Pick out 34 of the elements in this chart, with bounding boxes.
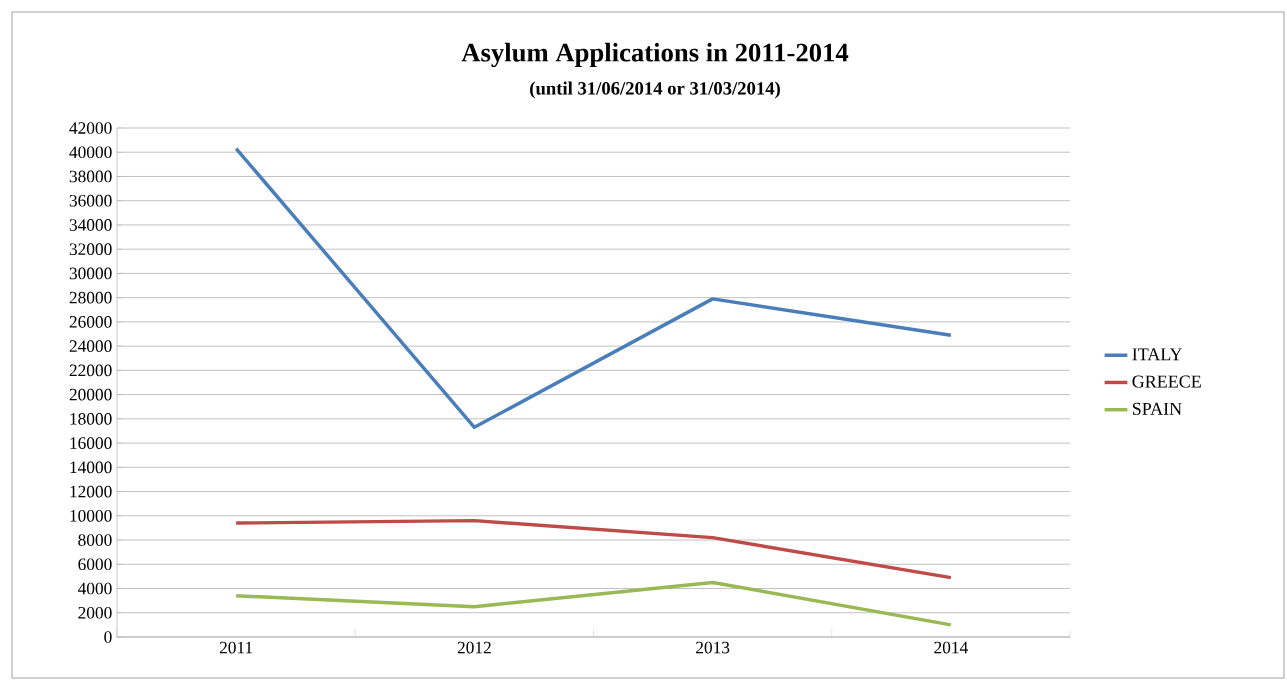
legend-label: ITALY [1132, 348, 1183, 361]
y-tick-label: 34000 [69, 219, 112, 231]
y-tick-label: 24000 [69, 340, 112, 352]
y-tick-label: 38000 [69, 170, 112, 183]
y-tick-label: 42000 [69, 122, 112, 134]
chart-title: Asylum Applications in 2011-2014 [461, 42, 849, 68]
y-tick-label: 0 [104, 631, 112, 643]
legend-label: GREECE [1132, 375, 1201, 388]
x-tick-label: 2014 [934, 641, 968, 654]
y-tick-label: 28000 [69, 291, 112, 304]
y-tick-label: 16000 [70, 437, 112, 449]
y-tick-label: 14000 [70, 461, 112, 474]
y-tick-label: 32000 [69, 243, 112, 256]
x-tick-label: 2012 [457, 641, 491, 654]
line-series [234, 580, 953, 627]
x-tick-label: 2011 [219, 641, 253, 654]
y-tick-label: 26000 [69, 316, 112, 328]
y-tick-label: 6000 [78, 558, 112, 571]
y-tick-label: 18000 [70, 413, 112, 425]
y-tick-label: 4000 [77, 582, 112, 595]
y-tick-label: 8000 [78, 534, 112, 546]
y-tick-label: 36000 [69, 194, 112, 207]
y-tick-label: 12000 [70, 485, 112, 498]
y-tick-label: 2000 [78, 606, 112, 619]
y-tick-label: 20000 [69, 388, 112, 401]
y-tick-label: 40000 [69, 146, 112, 159]
line-series [234, 146, 953, 430]
y-tick-label: 30000 [69, 267, 112, 280]
chart-subtitle: (until 31/06/2014 or 31/03/2014) [530, 81, 780, 99]
y-tick-label: 22000 [69, 364, 112, 377]
y-tick-label: 10000 [70, 509, 112, 522]
legend-label: SPAIN [1132, 402, 1182, 415]
x-tick-label: 2013 [696, 641, 730, 654]
line-series [234, 518, 953, 580]
